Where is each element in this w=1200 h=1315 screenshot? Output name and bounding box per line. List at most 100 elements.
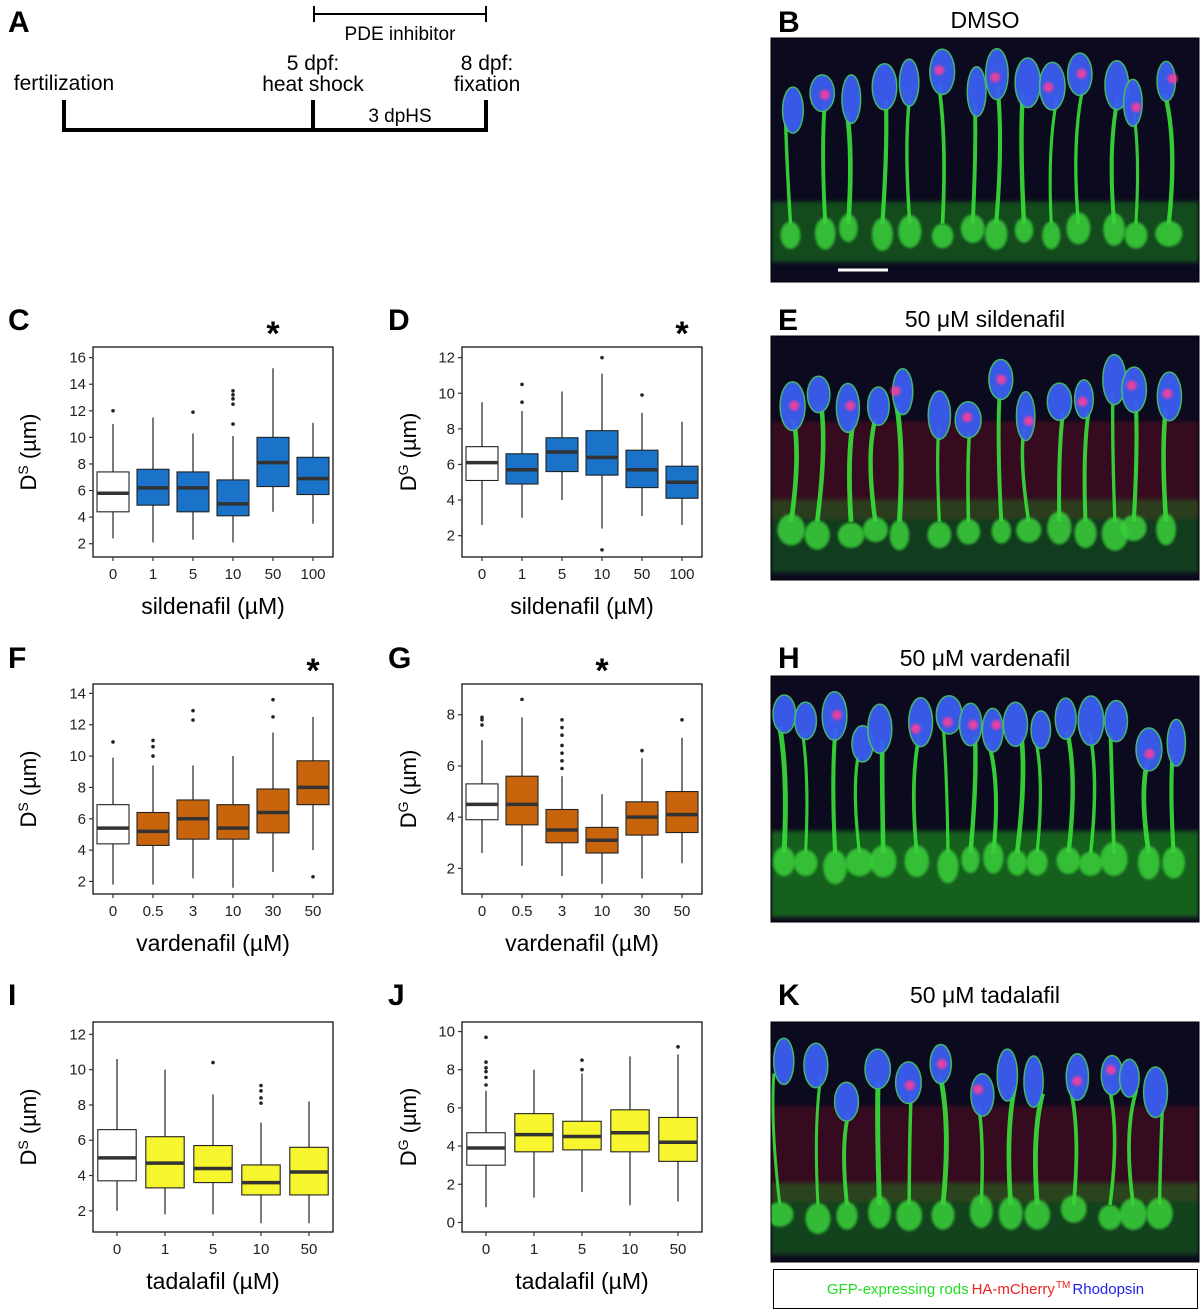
rod-soma [1056, 846, 1081, 875]
rod-outer-segment [794, 701, 818, 741]
rod-outer-segment [841, 74, 862, 125]
rod-outer-segment [1166, 718, 1187, 767]
outlier-point [560, 759, 564, 763]
micrograph-title-b: DMSO [951, 7, 1020, 33]
x-tick-label: 5 [578, 1241, 586, 1258]
rod-soma [780, 221, 801, 249]
rod-soma [839, 214, 858, 243]
rod-stalk [1161, 408, 1169, 522]
box-5 [176, 410, 210, 540]
box-100 [665, 421, 699, 525]
rod-stalk [1127, 1089, 1139, 1206]
panel-label-c: C [8, 304, 30, 337]
y-label-main: D [396, 1150, 421, 1166]
y-tick-label: 6 [78, 483, 86, 500]
rod-stalk [968, 736, 978, 854]
box-iqr [216, 479, 250, 517]
rod-stalk [936, 426, 941, 522]
mcherry-signal [1162, 388, 1173, 399]
y-tick-label: 10 [69, 748, 86, 765]
chart-f: 2 4 6 8 10 12 14 0 0.5 3 10 30 50 * vardenafil (µM) DS … [15, 652, 334, 956]
outlier-point [480, 715, 484, 720]
mcherry-signal [1105, 1064, 1116, 1075]
rod-stalk [936, 83, 946, 224]
rod-soma [931, 223, 954, 249]
y-label-main: D [16, 1150, 41, 1166]
outlier-point [231, 397, 235, 401]
rod-soma [1074, 518, 1097, 549]
y-label-unit: (µm) [396, 413, 421, 465]
rod-soma [1119, 1198, 1147, 1230]
rod-outer-segment [1014, 57, 1042, 109]
outlier-point [191, 718, 195, 722]
chart-j: 0 2 4 6 8 10 0 1 5 10 50 tadalafil (µM) DG (µm) [395, 1021, 703, 1294]
rod-stalk [1082, 410, 1091, 522]
y-axis-label: DS (µm) [15, 750, 41, 827]
x-axis-label: vardenafil (µM) [505, 930, 659, 956]
micrograph-cells [771, 47, 1199, 263]
mcherry-signal [832, 710, 843, 721]
mcherry-signal [890, 386, 901, 397]
x-tick-label: 10 [225, 566, 242, 583]
y-tick-label: 2 [447, 860, 455, 877]
outlier-point [680, 718, 684, 722]
y-tick-label: 4 [78, 842, 86, 859]
y-label-superscript: G [395, 802, 411, 813]
box-iqr [296, 456, 330, 496]
x-tick-label: 1 [518, 566, 526, 583]
rod-soma [991, 518, 1012, 544]
panel-label-j: J [388, 979, 405, 1012]
y-tick-label: 4 [447, 1138, 455, 1155]
mcherry-signal [934, 65, 945, 76]
panel-label-b: B [778, 6, 800, 39]
rod-outer-segment [908, 696, 934, 748]
outlier-point [484, 1066, 488, 1070]
outlier-point [580, 1058, 584, 1062]
rod-stalk [907, 1094, 913, 1205]
y-label-main: D [396, 475, 421, 491]
x-tick-label: 50 [305, 903, 322, 920]
x-tick-label: 10 [594, 903, 611, 920]
rod-outer-segment [1015, 390, 1036, 442]
box-5 [562, 1058, 602, 1192]
mcherry-signal [819, 89, 830, 100]
rod-outer-segment [1104, 699, 1129, 743]
micrograph-frame [770, 1021, 1200, 1263]
outlier-point [520, 400, 524, 404]
rod-soma [1156, 513, 1176, 546]
box-iqr [658, 1116, 698, 1162]
rod-outer-segment [833, 1081, 860, 1122]
box-1 [145, 1069, 185, 1215]
box-iqr [96, 804, 130, 845]
rod-soma [1103, 213, 1126, 246]
panel-label-i: I [8, 979, 16, 1012]
box-10 [585, 794, 619, 884]
rod-stalk [1033, 1092, 1045, 1205]
y-tick-label: 12 [69, 1026, 86, 1043]
micrograph-title-e: 50 μM sildenafil [905, 306, 1065, 332]
chart-d: 2 4 6 8 10 12 0 1 5 10 50 100 * sildenafil (µM) DG (µm… [395, 315, 703, 619]
rod-soma [1007, 850, 1027, 876]
significance-star: * [266, 315, 280, 353]
outlier-point [560, 718, 564, 722]
micrograph-title-k: 50 μM tadalafil [910, 982, 1060, 1008]
box-10 [585, 355, 619, 552]
mcherry-signal [1023, 415, 1034, 426]
y-axis-label: DG (µm) [395, 750, 421, 829]
box-iqr [97, 1129, 137, 1182]
outlier-point [484, 1069, 488, 1074]
mcherry-signal [1043, 82, 1054, 93]
x-axis-label: sildenafil (µM) [141, 593, 285, 619]
rod-stalk [1107, 1086, 1117, 1206]
rod-stalk [1169, 754, 1176, 854]
box-0.5 [505, 697, 539, 866]
panel-labels: A B C D E F G H I J K [8, 6, 800, 1012]
rod-outer-segment [996, 1048, 1019, 1102]
rod-soma [837, 522, 865, 549]
box-iqr [241, 1164, 281, 1196]
x-tick-label: 0 [478, 903, 486, 920]
y-tick-label: 10 [438, 385, 455, 402]
x-tick-label: 100 [300, 566, 325, 583]
rod-stalk [1019, 94, 1027, 224]
x-tick-label: 3 [558, 903, 566, 920]
